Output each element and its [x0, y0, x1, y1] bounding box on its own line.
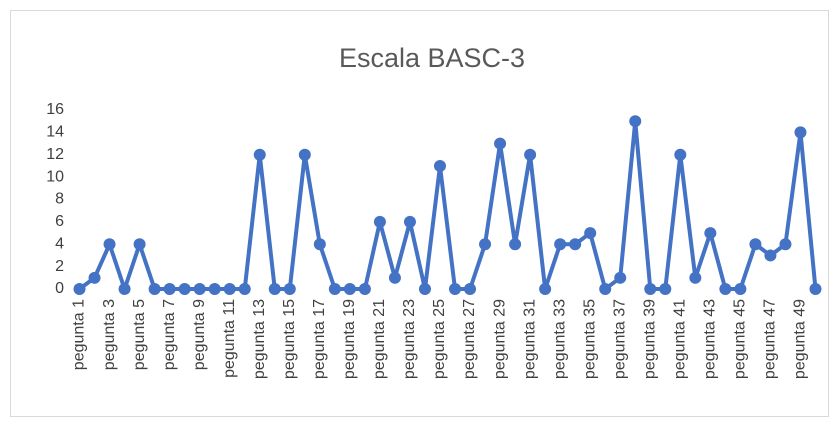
y-tick-label: 8 [55, 191, 64, 208]
point [88, 271, 101, 284]
x-tick-label: pegunta 35 [581, 299, 598, 379]
point [779, 238, 792, 251]
point [449, 283, 462, 295]
point [794, 126, 807, 139]
point [283, 283, 296, 295]
point [599, 283, 612, 295]
point [133, 238, 146, 251]
point [659, 283, 672, 295]
point [328, 283, 341, 295]
x-tick-label: pegunta 37 [611, 299, 628, 379]
y-tick-label: 4 [55, 235, 64, 252]
point [313, 238, 326, 251]
point [809, 283, 822, 295]
x-tick-label: pegunta 41 [672, 299, 689, 379]
point [749, 238, 762, 251]
point [464, 283, 477, 295]
x-tick-label: pegunta 1 [71, 299, 88, 370]
point [689, 271, 702, 284]
x-tick-label: pegunta 3 [101, 299, 118, 370]
chart-border [10, 10, 829, 417]
point [373, 215, 386, 228]
point [539, 283, 552, 295]
point [479, 238, 492, 251]
point [148, 283, 161, 295]
point [103, 238, 116, 251]
point [719, 283, 732, 295]
point [358, 283, 371, 295]
point [178, 283, 191, 295]
point [734, 283, 747, 295]
point [569, 238, 582, 251]
point [494, 137, 507, 150]
x-tick-label: pegunta 9 [191, 299, 208, 370]
point [509, 238, 522, 251]
y-tick-label: 0 [55, 280, 64, 297]
y-tick-label: 12 [46, 146, 64, 163]
point [253, 148, 266, 161]
x-tick-label: pegunta 49 [792, 299, 809, 379]
point [73, 283, 86, 295]
point [433, 159, 446, 172]
x-tick-label: pegunta 47 [762, 299, 779, 379]
x-tick-label: pegunta 45 [732, 299, 749, 379]
point [268, 283, 281, 295]
x-tick-label: pegunta 25 [431, 299, 448, 379]
x-tick-label: pegunta 31 [521, 299, 538, 379]
x-tick-label: pegunta 19 [341, 299, 358, 379]
point [298, 148, 311, 161]
y-tick-label: 2 [55, 258, 64, 275]
point [629, 115, 642, 128]
x-tick-label: pegunta 29 [491, 299, 508, 379]
x-tick-label: pegunta 33 [551, 299, 568, 379]
point [163, 283, 176, 295]
x-tick-label: pegunta 43 [702, 299, 719, 379]
point [674, 148, 687, 161]
point [704, 227, 717, 240]
y-tick-label: 16 [46, 101, 64, 118]
x-tick-label: pegunta 17 [311, 299, 328, 379]
x-tick-label: pegunta 13 [251, 299, 268, 379]
point [388, 271, 401, 284]
point [403, 215, 416, 228]
point [118, 283, 131, 295]
point [644, 283, 657, 295]
point [343, 283, 356, 295]
x-tick-label: pegunta 11 [221, 299, 238, 378]
point [554, 238, 567, 251]
point [223, 283, 236, 295]
x-tick-label: pegunta 7 [161, 299, 178, 370]
y-tick-label: 6 [55, 213, 64, 230]
x-tick-label: pegunta 15 [281, 299, 298, 379]
x-tick-label: pegunta 5 [131, 299, 148, 370]
x-tick-label: pegunta 39 [641, 299, 658, 379]
x-tick-label: pegunta 27 [461, 299, 478, 379]
point [524, 148, 537, 161]
y-tick-label: 14 [46, 124, 64, 141]
point [584, 227, 597, 240]
point [193, 283, 206, 295]
y-tick-label: 10 [46, 168, 64, 185]
point [238, 283, 251, 295]
chart-title: Escala BASC-3 [339, 43, 525, 73]
x-tick-label: pegunta 23 [401, 299, 418, 379]
point [614, 271, 627, 284]
x-tick-label: pegunta 21 [371, 299, 388, 379]
point [208, 283, 221, 295]
point [418, 283, 431, 295]
point [764, 249, 777, 262]
